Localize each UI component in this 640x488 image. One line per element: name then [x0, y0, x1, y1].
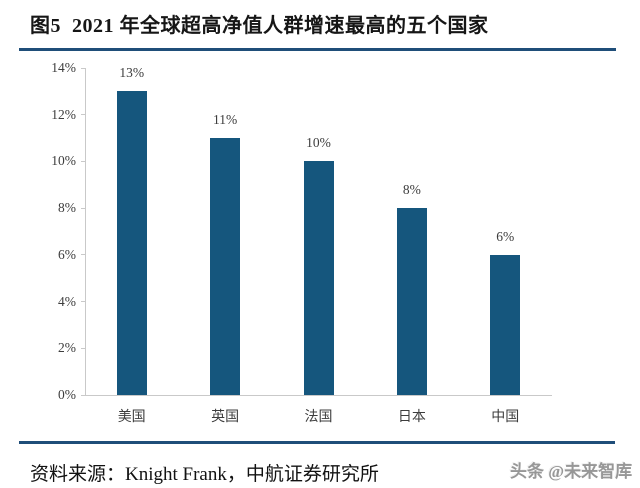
bar: [116, 91, 147, 395]
y-axis-tick: [81, 160, 85, 162]
bar: [303, 161, 334, 395]
y-axis-label: 4%: [58, 293, 76, 309]
y-axis-tick: [81, 207, 85, 209]
y-axis-label: 14%: [51, 60, 76, 75]
y-axis-tick: [81, 114, 85, 116]
x-axis-label: 英国: [211, 410, 240, 425]
y-axis-label: 6%: [58, 246, 76, 262]
bar: [490, 254, 521, 395]
figure-title: 图5 2021 年全球超高净值人群增速最高的五个国家: [30, 15, 489, 37]
y-axis-tick: [81, 254, 85, 256]
y-axis-tick: [81, 301, 85, 303]
x-axis-label: 日本: [397, 410, 426, 425]
bar-value-label: 11%: [212, 112, 238, 128]
bar-value-label: 6%: [496, 228, 515, 244]
y-axis-tick: [81, 347, 85, 349]
x-axis-label: 法国: [304, 410, 333, 425]
x-axis-label: 中国: [491, 410, 520, 425]
y-axis-label: 2%: [58, 340, 76, 356]
x-axis-line: [85, 395, 552, 396]
y-axis-label: 8%: [58, 200, 76, 216]
y-axis-tick: [81, 67, 85, 69]
bar-value-label: 13%: [119, 65, 145, 81]
x-axis-label: 美国: [117, 410, 146, 425]
bar: [396, 208, 427, 395]
title-divider: [19, 48, 616, 51]
bar-value-label: 8%: [402, 182, 421, 198]
source-note: 资料来源：Knight Frank，中航证券研究所: [30, 464, 379, 485]
watermark: 头条 @未来智库: [510, 462, 633, 481]
footer-divider: [19, 441, 615, 444]
bar-value-label: 10%: [306, 135, 331, 151]
y-axis-line: [85, 68, 86, 395]
y-axis-tick: [81, 394, 85, 396]
y-axis-label: 0%: [58, 387, 76, 402]
bar: [210, 138, 241, 395]
y-axis-label: 12%: [51, 106, 76, 122]
y-axis-label: 10%: [51, 153, 76, 169]
